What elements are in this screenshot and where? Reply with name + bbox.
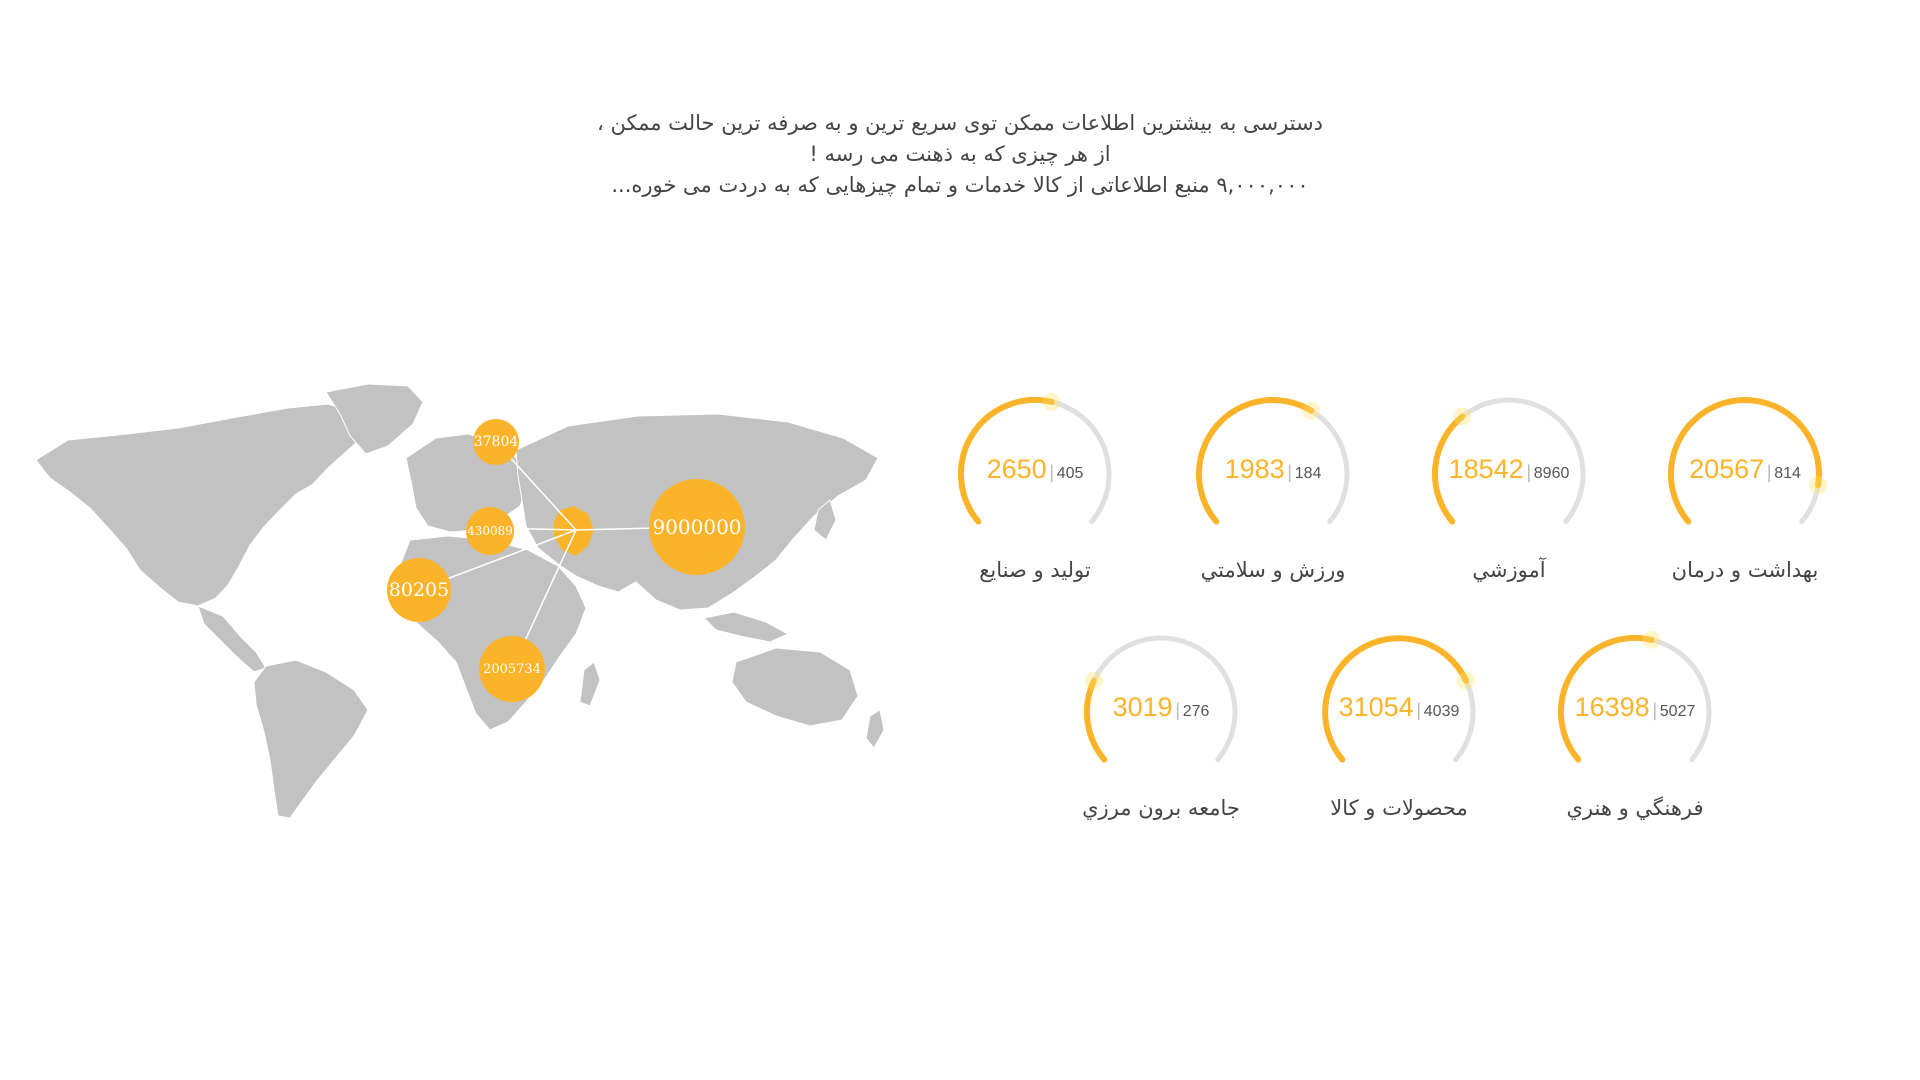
- gauge-label: محصولات و كالا: [1330, 796, 1468, 820]
- gauge-glow: [1042, 392, 1061, 411]
- gauge-values: 3019 | 276: [1112, 692, 1210, 722]
- map-bubble-north-europe[interactable]: 37804: [473, 419, 519, 465]
- stat-gauge-health[interactable]: 20567 | 814 بهداشت و درمان: [1660, 392, 1830, 582]
- gauge-values: 20567 | 814: [1689, 454, 1801, 484]
- gauge-total: 31054: [1338, 692, 1414, 722]
- map-bubble-west-africa[interactable]: 80205: [387, 558, 451, 622]
- intro-text: دسترسی به بیشترین اطلاعات ممکن توی سریع …: [480, 108, 1440, 201]
- gauge-values: 31054 | 4039: [1338, 692, 1460, 722]
- intro-line-3: ۹,۰۰۰,۰۰۰ منبع اطلاعاتی از کالا خدمات و …: [611, 173, 1309, 197]
- stat-gauge-diaspora[interactable]: 3019 | 276 جامعه برون مرزي: [1076, 630, 1246, 820]
- map-bubble-asia[interactable]: 9000000: [649, 479, 745, 575]
- gauge-glow: [1457, 671, 1476, 690]
- gauge-label: فرهنگي و هنري: [1566, 796, 1704, 820]
- gauge-progress: [1322, 635, 1470, 763]
- gauge-count: 814: [1774, 465, 1801, 482]
- gauge-progress: [1668, 397, 1822, 525]
- map-bubble-east-africa[interactable]: 2005734: [479, 636, 545, 702]
- continent-greenland: [325, 383, 424, 455]
- gauge-values: 16398 | 5027: [1574, 692, 1696, 722]
- gauge-progress: [1432, 413, 1466, 525]
- gauge-values: 2650 | 405: [986, 454, 1084, 484]
- gauge-label: آموزشي: [1472, 558, 1546, 582]
- gauge-total: 16398: [1574, 692, 1650, 722]
- stat-gauge-sports[interactable]: 1983 | 184 ورزش و سلامتي: [1188, 392, 1358, 582]
- gauge-count: 4039: [1423, 703, 1460, 720]
- gauge-glow: [1302, 401, 1321, 420]
- map-bubble-value: 430089: [467, 524, 513, 538]
- gauge-values: 18542 | 8960: [1448, 454, 1570, 484]
- map-bubble-central-europe[interactable]: 430089: [466, 507, 514, 555]
- stat-gauge-industry[interactable]: 2650 | 405 توليد و صنايع: [950, 392, 1120, 582]
- gauge-total: 18542: [1448, 454, 1524, 484]
- gauge-label: توليد و صنايع: [979, 558, 1091, 582]
- world-map-graphic: [35, 383, 885, 819]
- gauge-ring: [1668, 397, 1828, 525]
- gauge-progress: [1557, 635, 1655, 763]
- gauge-ring: [1432, 397, 1586, 525]
- gauge-ring: [1084, 635, 1238, 763]
- gauge-glow: [1453, 407, 1472, 426]
- continent-new-zealand: [865, 709, 885, 749]
- gauge-total: 2650: [986, 454, 1047, 484]
- map-bubble-value: 2005734: [483, 661, 541, 677]
- gauge-total: 3019: [1112, 692, 1173, 722]
- continent-madagascar: [579, 661, 601, 707]
- continent-central-america: [197, 605, 267, 673]
- intro-line-1: دسترسی به بیشترین اطلاعات ممکن توی سریع …: [597, 111, 1323, 135]
- map-bubble-value: 80205: [388, 579, 450, 601]
- gauge-ring: [1557, 630, 1712, 763]
- continent-japan: [813, 499, 837, 541]
- world-map: 37804 430089 9000000 80205 2005734: [28, 380, 908, 820]
- gauge-total: 20567: [1689, 454, 1765, 484]
- gauge-values: 1983 | 184: [1224, 454, 1322, 484]
- continent-southeast-asia: [702, 611, 790, 643]
- intro-line-2: از هر چیزی که به ذهنت می رسه !: [809, 142, 1111, 166]
- gauge-count: 184: [1294, 465, 1322, 482]
- stat-gauge-education[interactable]: 18542 | 8960 آموزشي: [1424, 392, 1594, 582]
- gauge-ring: [957, 392, 1112, 525]
- gauge-glow: [1642, 630, 1661, 649]
- continent-north-america: [35, 403, 369, 607]
- gauge-progress: [1196, 396, 1315, 525]
- gauge-glow: [1809, 476, 1828, 495]
- gauge-label: جامعه برون مرزي: [1082, 796, 1240, 820]
- gauge-label: ورزش و سلامتي: [1200, 558, 1346, 582]
- gauge-ring: [1322, 635, 1476, 763]
- gauge-count: 276: [1182, 703, 1210, 720]
- stat-gauge-culture[interactable]: 16398 | 5027 فرهنگي و هنري: [1550, 630, 1720, 820]
- gauge-count: 5027: [1659, 703, 1696, 720]
- map-bubble-value: 9000000: [652, 515, 742, 539]
- gauge-total: 1983: [1224, 454, 1285, 484]
- stat-gauge-products[interactable]: 31054 | 4039 محصولات و كالا: [1314, 630, 1484, 820]
- gauge-glow: [1084, 671, 1103, 690]
- gauge-count: 405: [1056, 465, 1084, 482]
- continent-australia: [731, 647, 859, 727]
- gauge-progress: [957, 397, 1055, 525]
- continent-south-america: [253, 659, 369, 819]
- gauge-label: بهداشت و درمان: [1671, 558, 1819, 582]
- gauge-count: 8960: [1533, 465, 1570, 482]
- map-bubble-value: 37804: [473, 434, 519, 450]
- gauge-ring: [1196, 396, 1350, 525]
- gauge-progress: [1084, 677, 1108, 763]
